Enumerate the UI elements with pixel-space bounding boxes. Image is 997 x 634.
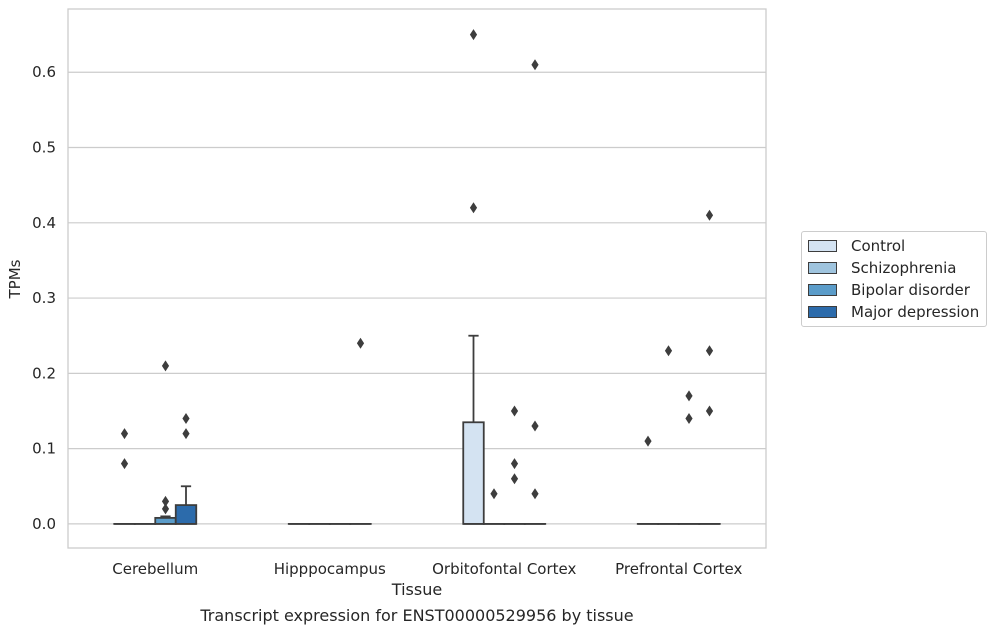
- outlier-point: [161, 495, 170, 507]
- box-body: [154, 516, 177, 525]
- outlier-point: [510, 458, 519, 470]
- outlier-point: [510, 473, 519, 485]
- x-tick-label: Orbitofontal Cortex: [432, 560, 576, 578]
- outlier-point: [644, 435, 652, 447]
- legend-label-schizophrenia: Schizophrenia: [851, 259, 957, 277]
- legend-item-bipolar-disorder: Bipolar disorder: [808, 280, 970, 300]
- x-tick-labels: Cerebellum Hipppocampus Orbitofontal Corte…: [112, 560, 742, 578]
- outlier-point: [120, 458, 129, 470]
- outlier-point: [161, 360, 170, 372]
- legend-item-schizophrenia: Schizophrenia: [808, 258, 956, 278]
- outlier-point: [705, 405, 714, 417]
- outlier-point: [705, 345, 714, 357]
- y-tick-labels: 0.0 0.1 0.2 0.3 0.4 0.5 0.6: [32, 63, 56, 533]
- y-tick-label: 0.2: [32, 364, 56, 382]
- outlier-point: [469, 29, 478, 41]
- outlier-point: [705, 209, 714, 221]
- legend-item-control: Control: [808, 236, 905, 256]
- legend-swatch-control: [808, 240, 837, 252]
- box-body: [462, 421, 485, 525]
- outlier-point: [685, 413, 693, 425]
- outlier-point: [182, 428, 190, 440]
- outlier-point: [161, 503, 170, 515]
- grid-lines: [68, 71, 766, 525]
- x-tick-label: Hipppocampus: [274, 560, 386, 578]
- box-plot: [154, 515, 177, 525]
- outlier-point: [531, 488, 539, 500]
- box-body: [174, 504, 198, 525]
- legend-swatch-bipolar-disorder: [808, 284, 837, 296]
- legend-swatch-major-depression: [808, 306, 837, 318]
- chart-caption: Transcript expression for ENST0000052995…: [200, 606, 634, 625]
- y-tick-label: 0.4: [32, 214, 56, 232]
- legend-swatch-schizophrenia: [808, 262, 837, 274]
- outlier-point: [490, 488, 498, 500]
- outlier-point: [510, 405, 519, 417]
- box-plot: [174, 485, 198, 525]
- box-plots: [113, 334, 721, 525]
- outlier-points: [120, 29, 714, 515]
- y-tick-label: 0.1: [32, 440, 56, 458]
- legend: Control Schizophrenia Bipolar disorder M…: [801, 231, 987, 327]
- outlier-point: [531, 420, 539, 432]
- plot-frame: [67, 8, 767, 549]
- y-tick-label: 0.6: [32, 63, 56, 81]
- box-plot: [462, 334, 485, 525]
- outlier-point: [356, 337, 365, 349]
- outlier-point: [120, 428, 129, 440]
- y-axis-label: TPMs: [6, 259, 24, 299]
- outlier-point: [182, 413, 190, 425]
- x-tick-label: Cerebellum: [112, 560, 198, 578]
- y-tick-label: 0.0: [32, 515, 56, 533]
- legend-label-major-depression: Major depression: [851, 303, 980, 321]
- outlier-point: [469, 202, 478, 214]
- outlier-point: [531, 59, 539, 71]
- x-tick-label: Prefrontal Cortex: [615, 560, 742, 578]
- y-tick-label: 0.3: [32, 289, 56, 307]
- legend-label-bipolar-disorder: Bipolar disorder: [851, 281, 970, 299]
- legend-label-control: Control: [851, 237, 906, 255]
- legend-item-major-depression: Major depression: [808, 302, 979, 322]
- outlier-point: [685, 390, 693, 402]
- y-tick-label: 0.5: [32, 139, 56, 157]
- outlier-point: [664, 345, 673, 357]
- x-axis-label: Tissue: [391, 580, 442, 599]
